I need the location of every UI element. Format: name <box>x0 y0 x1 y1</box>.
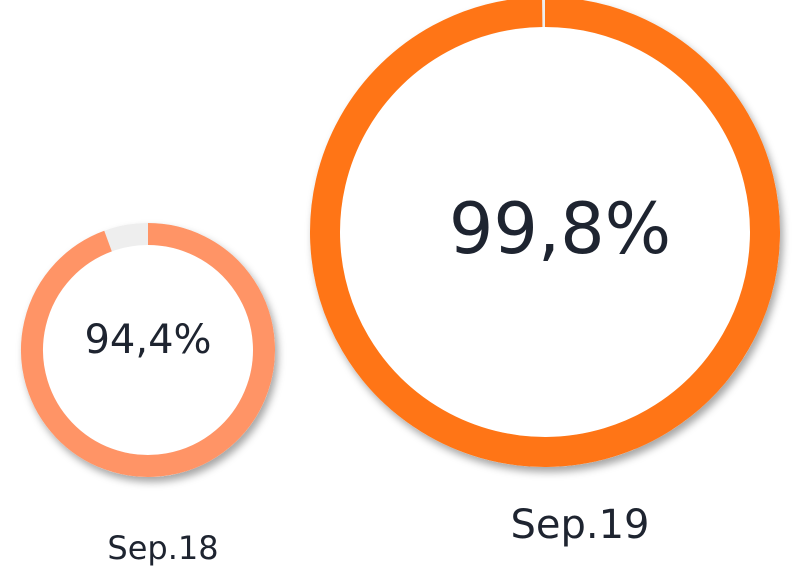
donut-arc <box>21 223 275 477</box>
value-label: 99,8% <box>449 188 671 270</box>
donut <box>21 223 275 477</box>
category-label: Sep.19 <box>510 502 649 548</box>
donut <box>310 0 780 467</box>
donut-arc <box>310 0 780 467</box>
value-label: 94,4% <box>84 317 211 363</box>
category-label: Sep.18 <box>107 529 218 567</box>
